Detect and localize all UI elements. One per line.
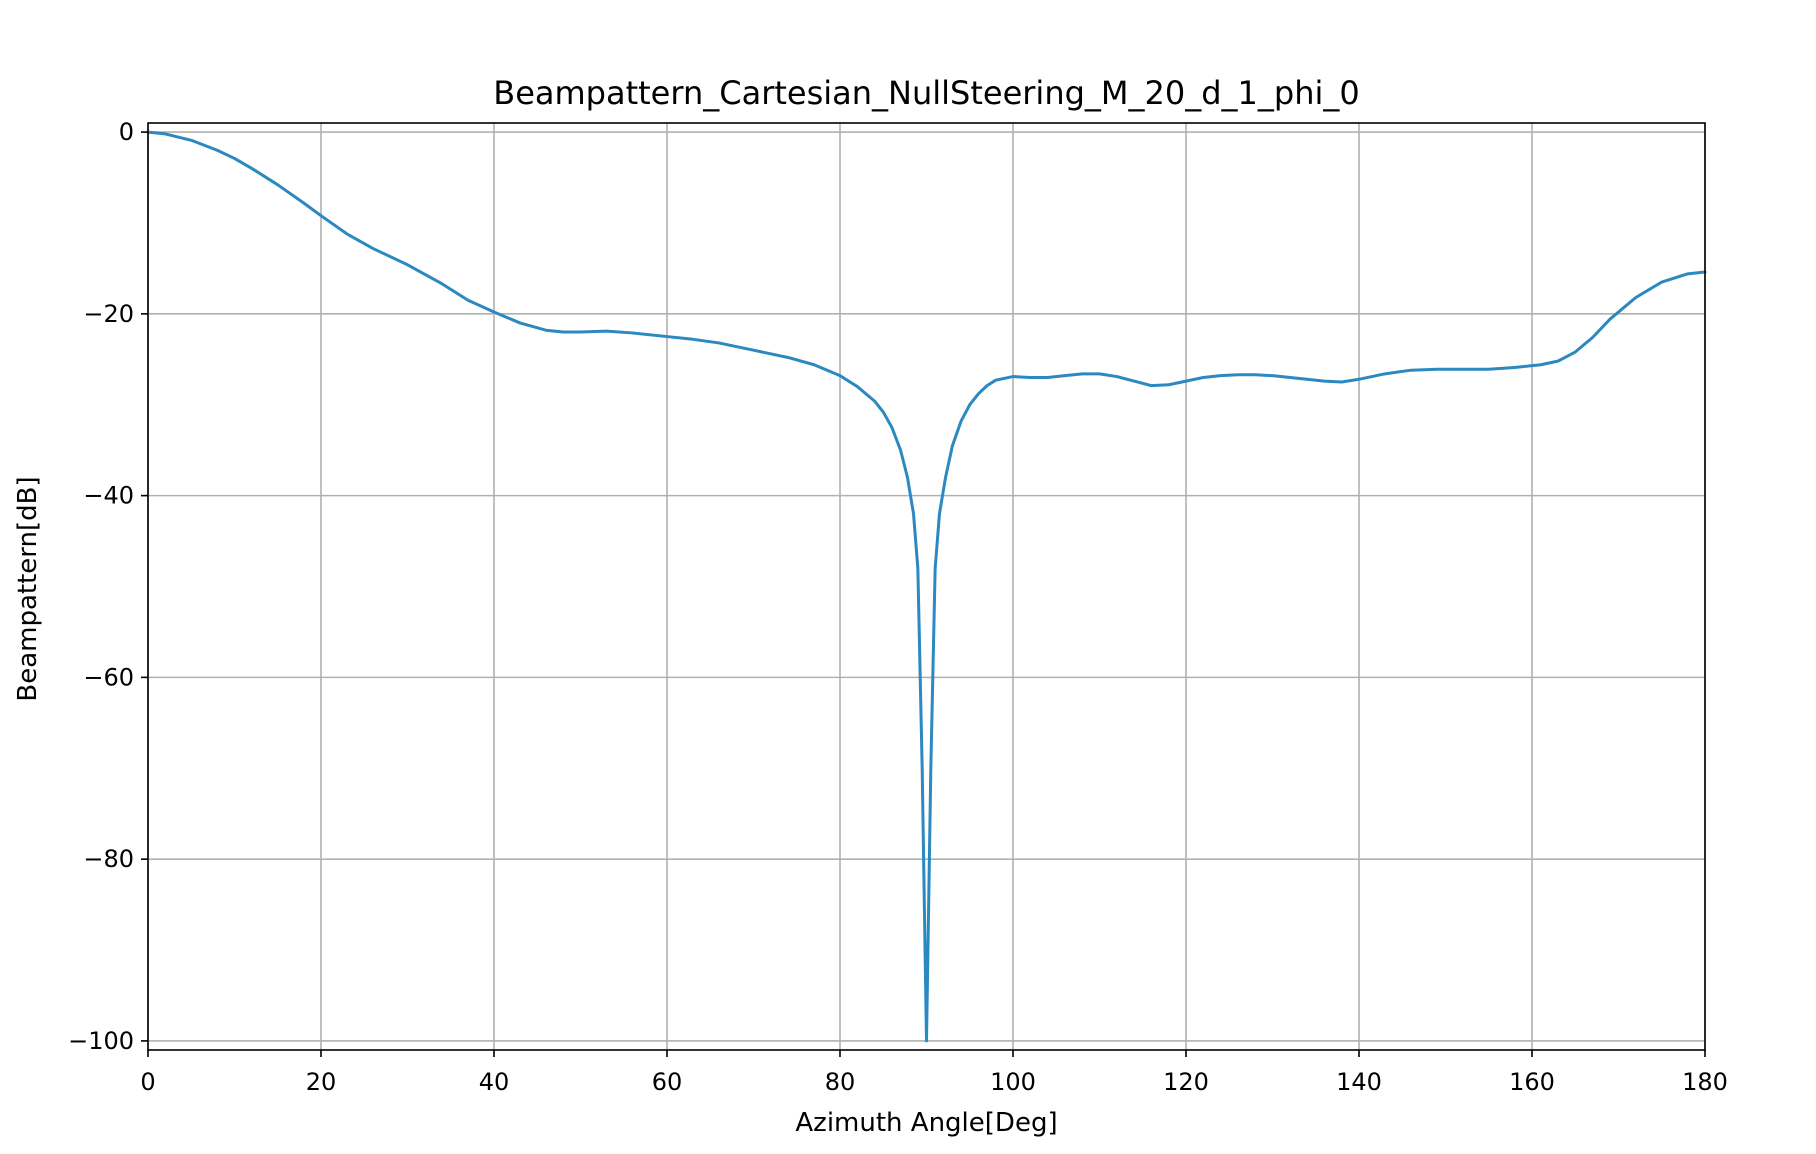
series-line xyxy=(146,130,1707,1043)
x-tick-label: 80 xyxy=(825,1068,856,1096)
y-tick-label: 0 xyxy=(119,118,134,146)
grid-lines xyxy=(147,123,1706,1050)
x-tick-label: 60 xyxy=(652,1068,683,1096)
plot-frame xyxy=(147,122,1706,1051)
y-tick-label: −40 xyxy=(83,482,134,510)
x-tick-label: 120 xyxy=(1163,1068,1209,1096)
x-tick-label: 160 xyxy=(1509,1068,1555,1096)
series-layer xyxy=(146,130,1707,1043)
y-axis-ticks: 0 −20 −40 −60 −80 −100 xyxy=(68,118,148,1055)
x-tick-label: 100 xyxy=(990,1068,1036,1096)
chart-title: Beampattern_Cartesian_NullSteering_M_20_… xyxy=(493,74,1360,112)
y-tick-label: −60 xyxy=(83,663,134,691)
x-tick-label: 140 xyxy=(1336,1068,1382,1096)
x-tick-label: 180 xyxy=(1682,1068,1728,1096)
y-tick-label: −20 xyxy=(83,300,134,328)
x-axis-ticks: 0 20 40 60 80 100 120 140 160 180 xyxy=(140,1050,1728,1096)
x-axis-label: Azimuth Angle[Deg] xyxy=(795,1108,1057,1138)
x-tick-label: 0 xyxy=(140,1068,155,1096)
y-tick-label: −100 xyxy=(68,1027,134,1055)
y-axis-label: Beampattern[dB] xyxy=(13,476,43,701)
y-tick-label: −80 xyxy=(83,845,134,873)
x-tick-label: 20 xyxy=(306,1068,337,1096)
x-tick-label: 40 xyxy=(479,1068,510,1096)
